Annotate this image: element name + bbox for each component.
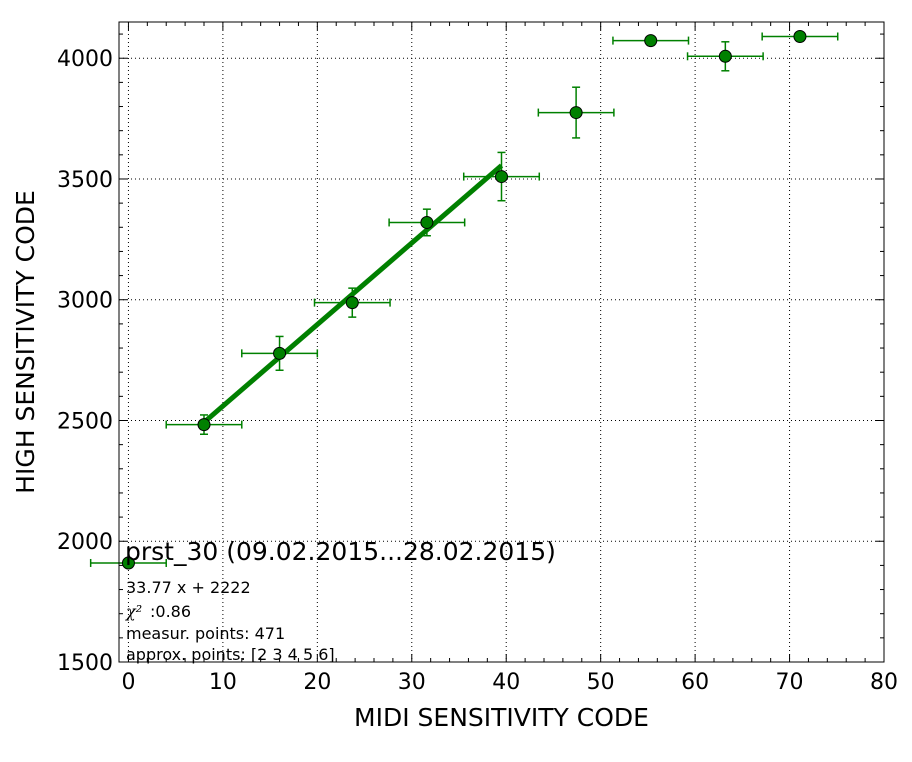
y-axis-title: HIGH SENSITIVITY CODE xyxy=(11,190,40,494)
annotation-equation: 33.77 x + 2222 xyxy=(126,578,251,597)
annotation-measur-points: measur. points: 471 xyxy=(126,624,285,643)
x-tick-label: 30 xyxy=(398,670,426,695)
data-point xyxy=(644,34,658,48)
y-tick-labels: 1500 2000 2500 3000 3500 4000 xyxy=(57,47,113,676)
y-tick-label: 3500 xyxy=(57,168,113,193)
x-tick-label: 60 xyxy=(681,670,709,695)
x-tick-label: 10 xyxy=(209,670,237,695)
x-tick-labels: 0 10 20 30 40 50 60 70 80 xyxy=(121,670,898,695)
data-point xyxy=(793,29,807,43)
y-tick-label: 2500 xyxy=(57,409,113,434)
data-point xyxy=(345,296,359,310)
x-tick-label: 70 xyxy=(776,670,804,695)
annotation-chi-value: :0.86 xyxy=(150,602,191,621)
annotation-approx-points: approx. points: [2 3 4 5 6] xyxy=(126,645,335,664)
x-tick-label: 50 xyxy=(587,670,615,695)
y-tick-label: 3000 xyxy=(57,289,113,314)
y-tick-label: 4000 xyxy=(57,47,113,72)
x-tick-label: 0 xyxy=(121,670,135,695)
data-point xyxy=(569,106,583,120)
data-point xyxy=(197,418,211,432)
grid xyxy=(119,22,885,663)
annotation-box: prst_30 (09.02.2015...28.02.2015) 33.77 … xyxy=(125,537,556,664)
data-point xyxy=(273,346,287,360)
error-bars xyxy=(89,32,839,567)
plot-area-frame xyxy=(118,21,885,663)
annotation-title: prst_30 (09.02.2015...28.02.2015) xyxy=(125,537,556,566)
data-point xyxy=(420,215,434,229)
y-tick-label: 1500 xyxy=(57,651,113,676)
x-tick-label: 40 xyxy=(492,670,520,695)
data-point xyxy=(121,556,135,570)
data-points xyxy=(121,29,807,570)
y-tick-label: 2000 xyxy=(57,530,113,555)
x-tick-label: 20 xyxy=(303,670,331,695)
x-tick-label: 80 xyxy=(870,670,898,695)
data-point xyxy=(718,49,732,63)
annotation-chi-symbol: χ² xyxy=(125,602,142,621)
data-point xyxy=(495,170,508,184)
minor-ticks xyxy=(119,22,885,663)
x-axis-title: MIDI SENSITIVITY CODE xyxy=(354,703,649,732)
